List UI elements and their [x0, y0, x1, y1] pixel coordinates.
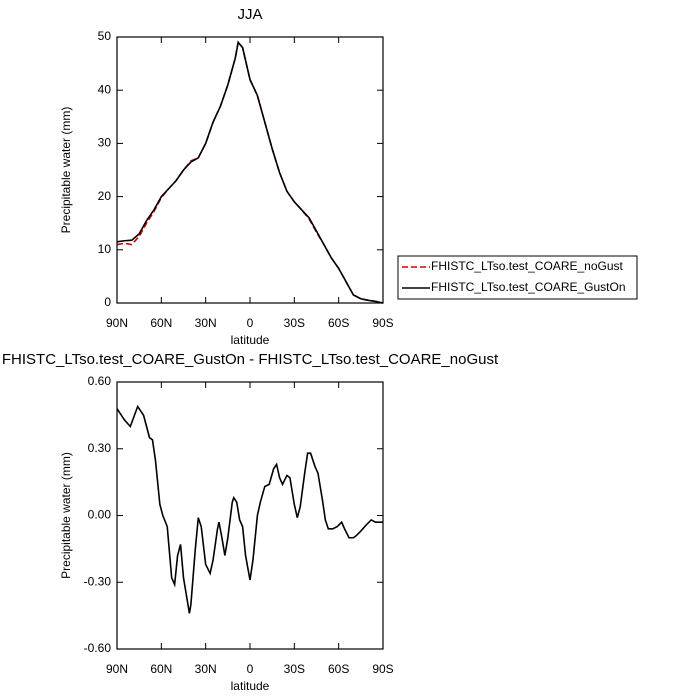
- x-tick-label: 30N: [195, 316, 217, 330]
- y-tick-label: 10: [98, 242, 112, 256]
- x-tick-label: 60N: [150, 316, 172, 330]
- legend-box: [397, 255, 638, 300]
- x-tick-label: 90N: [106, 662, 128, 676]
- y-tick-label: 0.30: [88, 441, 112, 455]
- plot-frame: [116, 36, 384, 304]
- x-tick-label: 30S: [284, 662, 305, 676]
- chart-title: JJA: [237, 6, 262, 23]
- x-tick-label: 90N: [106, 316, 128, 330]
- x-tick-label: 30S: [284, 316, 305, 330]
- x-tick-label: 0: [247, 316, 254, 330]
- data-line: [116, 40, 384, 304]
- x-axis-label: latitude: [231, 679, 270, 693]
- y-axis-label: Precipitable water (mm): [59, 107, 73, 234]
- legend-label: FHISTC_LTso.test_COARE_GustOn: [431, 280, 626, 294]
- y-axis-label: Precipitable water (mm): [59, 452, 73, 579]
- y-tick-label: 0: [104, 295, 111, 309]
- y-tick-label: 0.00: [88, 508, 112, 522]
- y-tick-label: 20: [98, 189, 112, 203]
- x-tick-label: 60N: [150, 662, 172, 676]
- y-tick-label: 50: [98, 29, 112, 43]
- x-tick-label: 60S: [328, 662, 349, 676]
- x-tick-label: 60S: [328, 316, 349, 330]
- y-tick-label: -0.60: [84, 641, 112, 655]
- x-tick-label: 30N: [195, 662, 217, 676]
- x-tick-label: 90S: [372, 662, 393, 676]
- legend-label: FHISTC_LTso.test_COARE_noGust: [431, 259, 624, 273]
- x-tick-label: 0: [247, 662, 254, 676]
- data-line: [116, 404, 383, 614]
- plot-frame: [116, 381, 384, 650]
- y-tick-label: 40: [98, 82, 112, 96]
- x-tick-label: 90S: [372, 316, 393, 330]
- y-tick-label: 0.60: [88, 374, 112, 388]
- chart-title: FHISTC_LTso.test_COARE_GustOn - FHISTC_L…: [2, 351, 499, 368]
- x-axis-label: latitude: [231, 333, 270, 347]
- y-tick-label: 30: [98, 136, 112, 150]
- y-tick-label: -0.30: [84, 574, 112, 588]
